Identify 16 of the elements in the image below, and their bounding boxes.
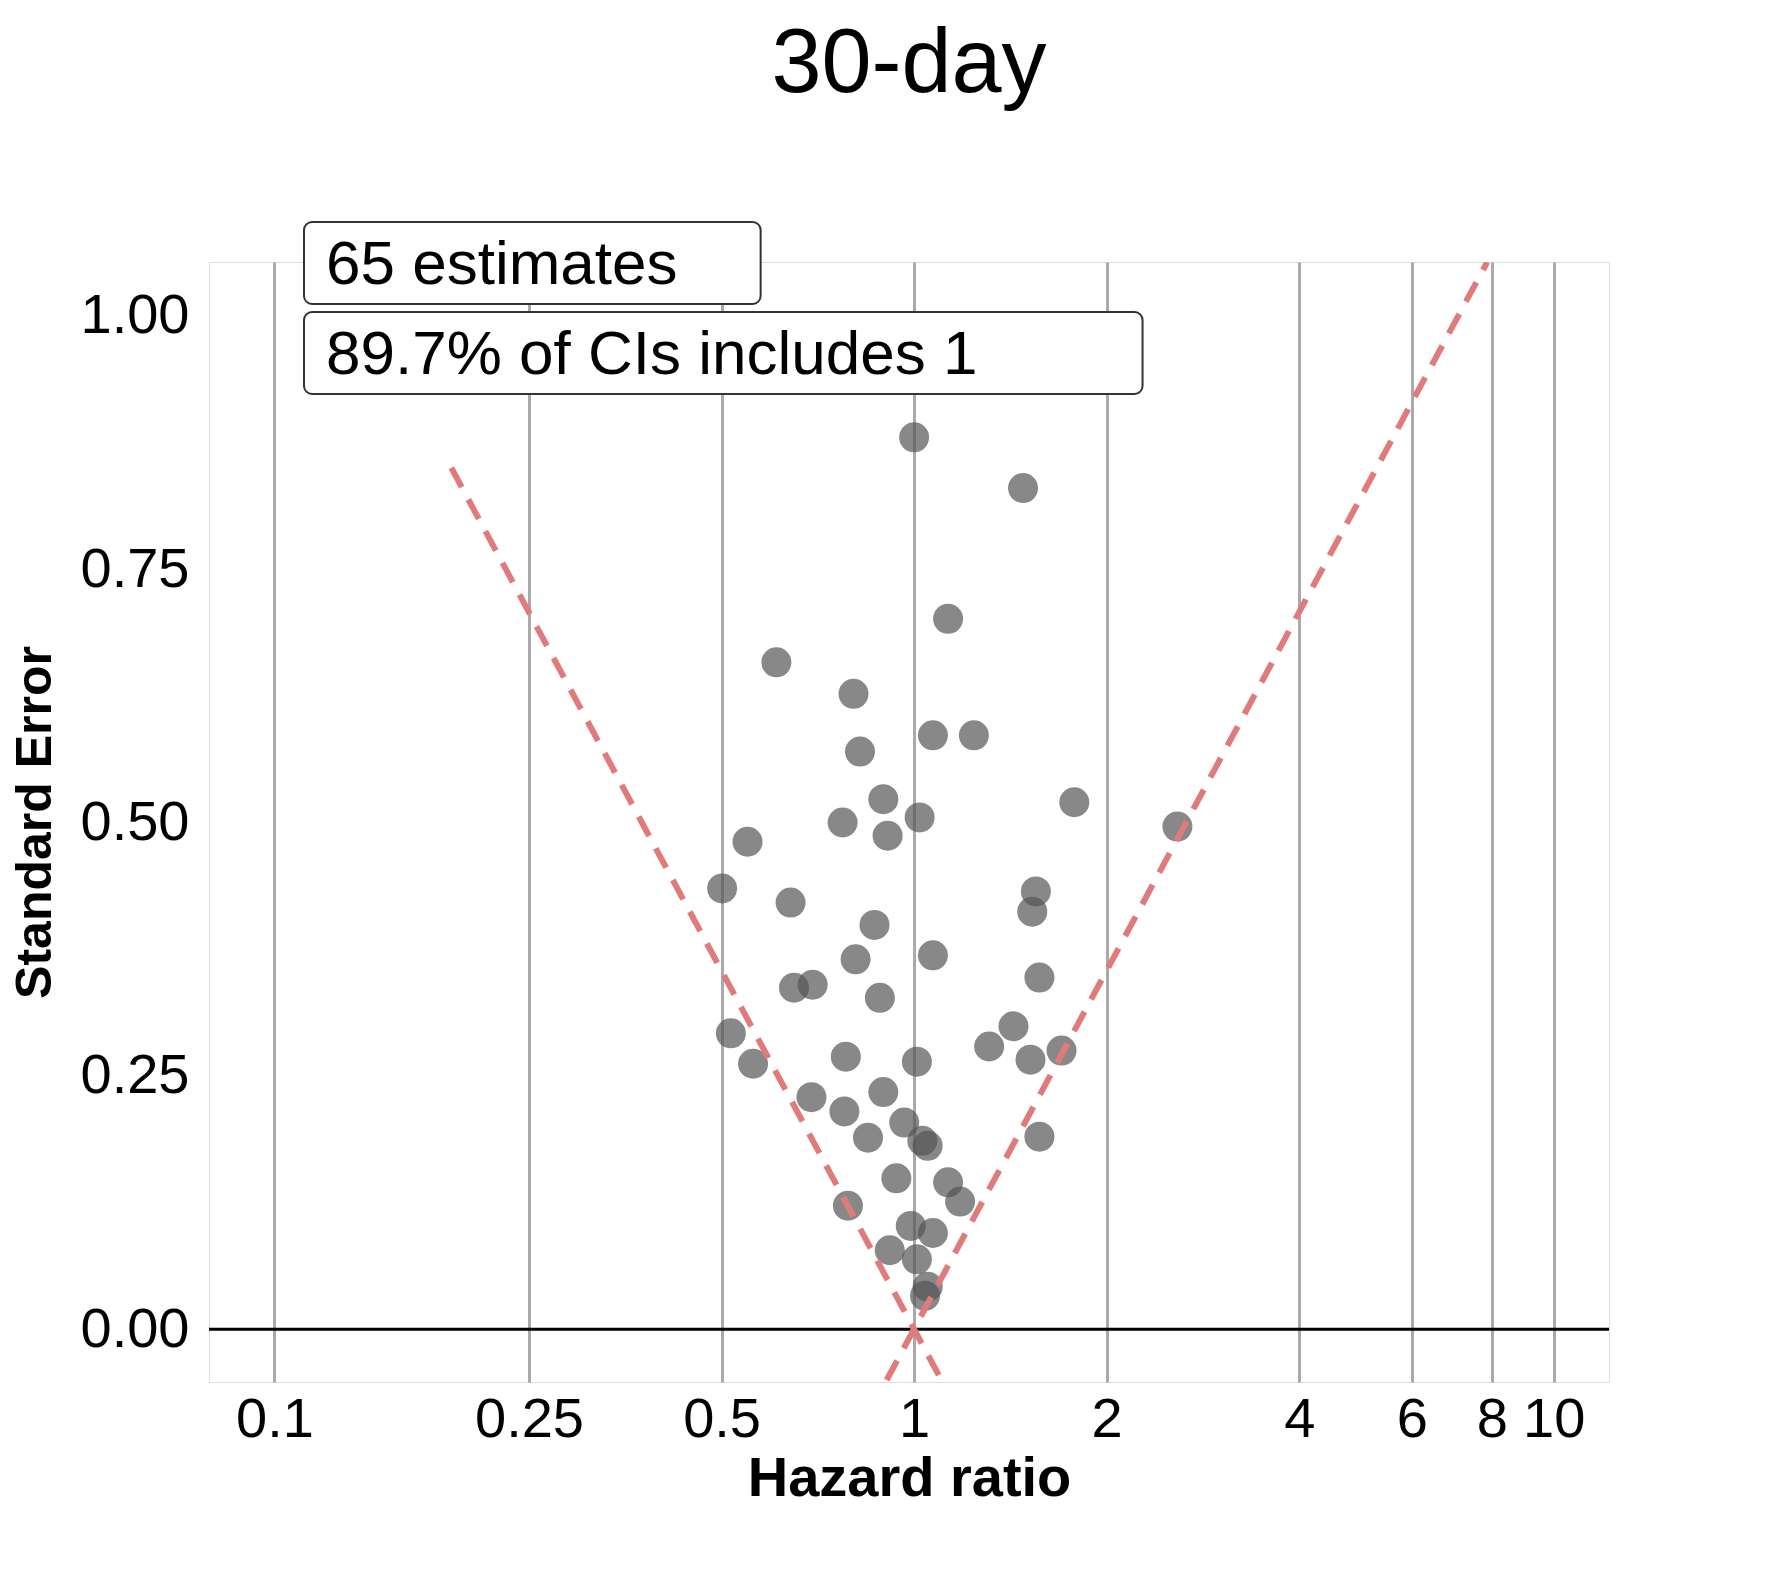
x-tick-label: 6 (1396, 1385, 1428, 1449)
x-tick-label: 0.1 (236, 1385, 314, 1449)
annotation: 89.7% of CIs includes 1 (326, 318, 978, 387)
y-tick-label: 1.00 (80, 282, 190, 346)
x-tick-label: 4 (1284, 1385, 1316, 1449)
x-tick-label: 8 (1476, 1385, 1508, 1449)
y-tick-label: 0.75 (80, 535, 190, 599)
y-tick-label: 0.50 (80, 789, 190, 853)
x-tick-label: 10 (1523, 1385, 1586, 1449)
chart-title: 30-day (771, 11, 1047, 111)
y-axis-title: Standard Error (5, 646, 62, 999)
x-tick-label: 2 (1091, 1385, 1123, 1449)
x-tick-label: 0.25 (475, 1385, 585, 1449)
y-tick-label: 0.25 (80, 1042, 190, 1106)
annotation: 65 estimates (326, 228, 678, 297)
y-tick-label: 0.00 (80, 1295, 190, 1359)
